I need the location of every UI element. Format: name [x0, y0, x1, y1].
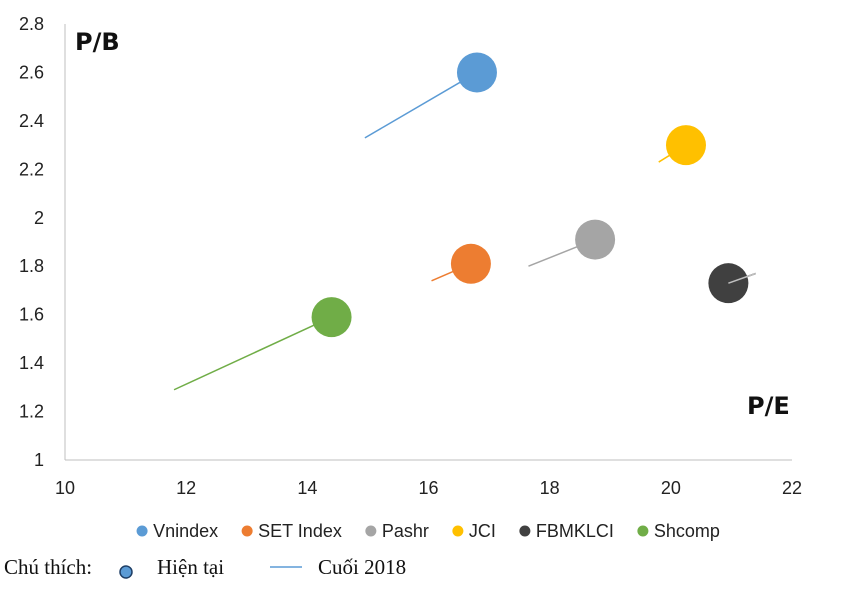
y-tick-label: 1.4	[19, 353, 44, 373]
footnote: Chú thích: Hiện tại Cuối 2018	[4, 555, 406, 579]
legend-label: JCI	[469, 521, 496, 541]
y-tick-label: 2.8	[19, 14, 44, 34]
legend-label: SET Index	[258, 521, 342, 541]
x-tick-label: 14	[297, 478, 317, 498]
footnote-end-2018-label: Cuối 2018	[318, 555, 406, 579]
legend-label: Shcomp	[654, 521, 720, 541]
legend-marker	[637, 525, 649, 537]
legend-marker	[241, 525, 253, 537]
x-tick-label: 10	[55, 478, 75, 498]
x-tick-label: 18	[540, 478, 560, 498]
x-tick-label: 12	[176, 478, 196, 498]
legend-marker	[136, 525, 148, 537]
y-tick-label: 2.6	[19, 62, 44, 82]
y-tick-label: 2.2	[19, 159, 44, 179]
shcomp-current-bubble	[311, 297, 352, 338]
y-tick-label: 2.4	[19, 111, 44, 131]
legend-marker	[452, 525, 464, 537]
footnote-label: Chú thích:	[4, 555, 92, 579]
fbmklci-end-2018-line-overlay	[728, 272, 756, 284]
set-index-current-bubble	[450, 243, 491, 284]
current-bubbles	[311, 52, 756, 338]
legend-marker	[365, 525, 377, 537]
y-tick-label: 1.6	[19, 305, 44, 325]
y-tick-labels: 1 1.2 1.4 1.6 1.8 2 2.2 2.4 2.6 2.8	[19, 14, 44, 470]
y-tick-label: 1	[34, 450, 44, 470]
footnote-current-marker	[119, 565, 133, 579]
footnote-current-label: Hiện tại	[157, 555, 224, 579]
legend: Vnindex SET Index Pashr JCI FBMKLCI Shcomp	[136, 521, 720, 541]
x-axis-title: P/E	[747, 392, 790, 420]
vnindex-current-bubble	[456, 52, 497, 93]
legend-label: Pashr	[382, 521, 429, 541]
end-2018-segments	[173, 71, 756, 391]
legend-label: FBMKLCI	[536, 521, 614, 541]
x-tick-label: 16	[418, 478, 438, 498]
pashr-current-bubble	[575, 219, 616, 260]
jci-current-bubble	[665, 125, 706, 166]
vnindex-end-2018-line	[364, 71, 478, 139]
y-tick-label: 1.8	[19, 256, 44, 276]
y-tick-label: 1.2	[19, 402, 44, 422]
x-tick-label: 20	[661, 478, 681, 498]
shcomp-end-2018-line	[173, 316, 332, 391]
y-axis-title: P/B	[75, 28, 120, 56]
y-tick-label: 2	[34, 208, 44, 228]
legend-marker	[519, 525, 531, 537]
x-tick-labels: 10 12 14 16 18 20 22	[55, 478, 802, 498]
legend-label: Vnindex	[153, 521, 218, 541]
x-tick-label: 22	[782, 478, 802, 498]
